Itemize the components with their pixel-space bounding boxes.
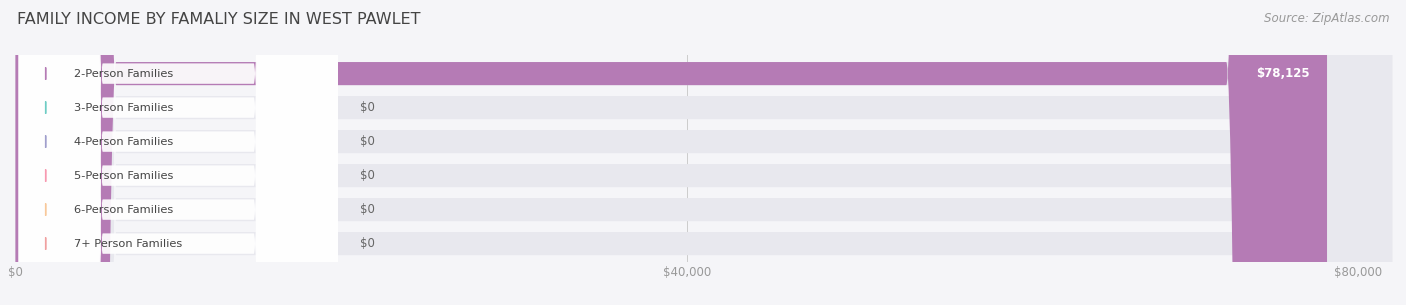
Text: Source: ZipAtlas.com: Source: ZipAtlas.com — [1264, 12, 1389, 25]
FancyBboxPatch shape — [15, 0, 1392, 305]
FancyBboxPatch shape — [18, 0, 337, 305]
Text: $0: $0 — [360, 203, 374, 216]
Text: 5-Person Families: 5-Person Families — [75, 170, 173, 181]
Text: FAMILY INCOME BY FAMALIY SIZE IN WEST PAWLET: FAMILY INCOME BY FAMALIY SIZE IN WEST PA… — [17, 12, 420, 27]
FancyBboxPatch shape — [15, 0, 1327, 305]
Text: $0: $0 — [360, 135, 374, 148]
Text: 3-Person Families: 3-Person Families — [75, 102, 173, 113]
FancyBboxPatch shape — [15, 0, 1392, 305]
FancyBboxPatch shape — [15, 0, 1392, 305]
FancyBboxPatch shape — [18, 0, 337, 305]
FancyBboxPatch shape — [18, 0, 337, 305]
FancyBboxPatch shape — [18, 0, 337, 305]
FancyBboxPatch shape — [15, 0, 1392, 305]
Text: $78,125: $78,125 — [1257, 67, 1310, 80]
FancyBboxPatch shape — [15, 0, 1392, 305]
Text: 2-Person Families: 2-Person Families — [75, 69, 173, 79]
Text: $0: $0 — [360, 237, 374, 250]
FancyBboxPatch shape — [15, 0, 1392, 305]
Text: $0: $0 — [360, 169, 374, 182]
Text: 4-Person Families: 4-Person Families — [75, 137, 173, 147]
FancyBboxPatch shape — [18, 0, 337, 305]
Text: 6-Person Families: 6-Person Families — [75, 205, 173, 215]
FancyBboxPatch shape — [18, 0, 337, 305]
Text: 7+ Person Families: 7+ Person Families — [75, 239, 183, 249]
Text: $0: $0 — [360, 101, 374, 114]
